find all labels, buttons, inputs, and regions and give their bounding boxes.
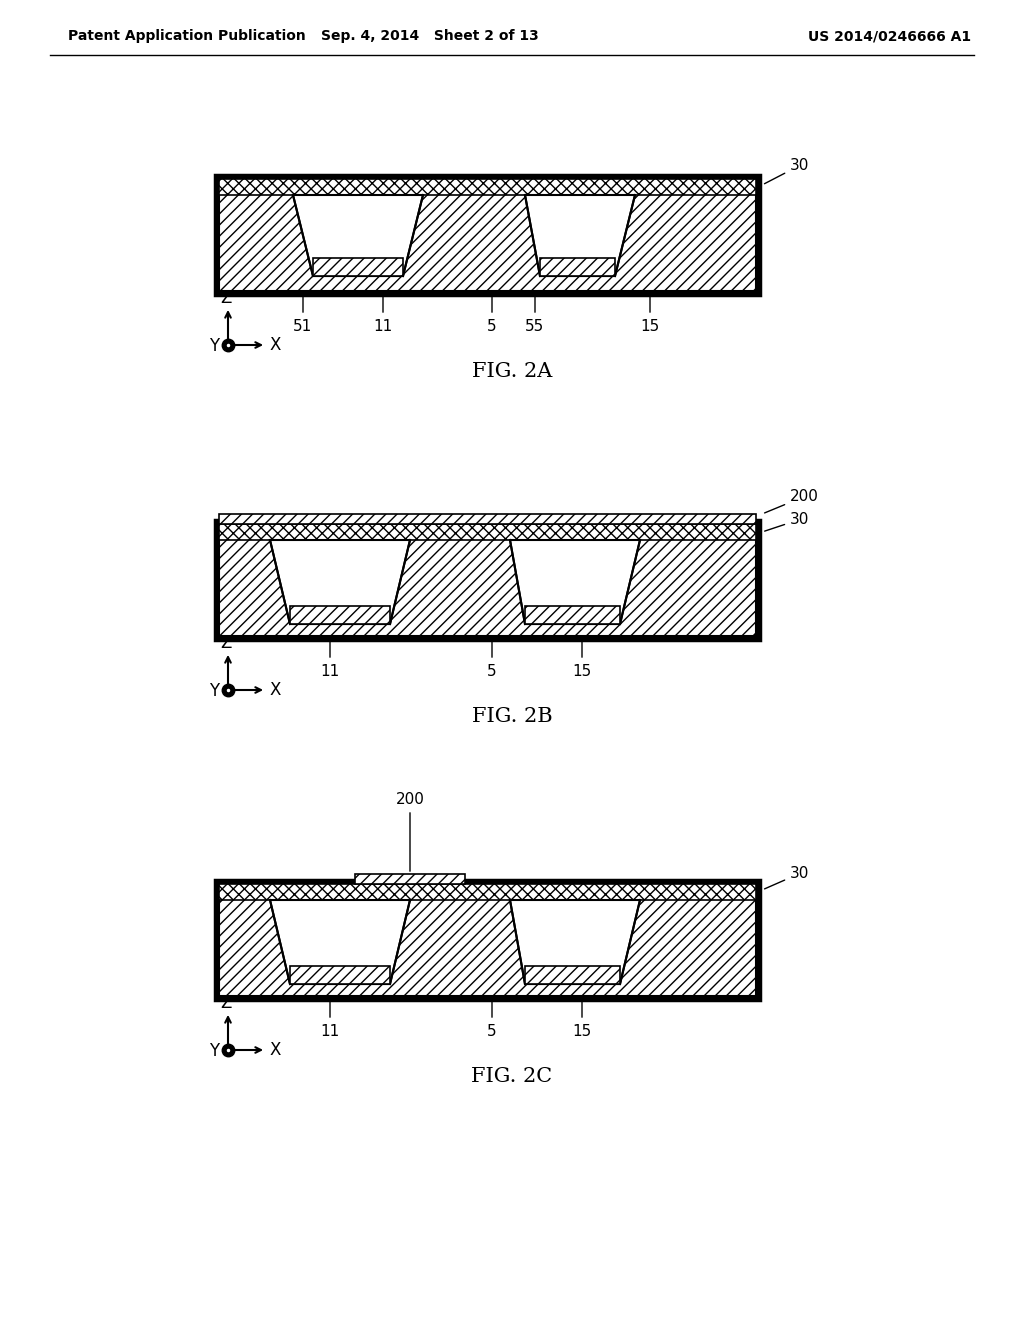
Text: 51: 51 bbox=[293, 319, 312, 334]
Bar bbox=[525, 606, 620, 624]
Text: X: X bbox=[269, 681, 281, 700]
Text: 200: 200 bbox=[765, 488, 819, 513]
Text: Y: Y bbox=[209, 1041, 219, 1060]
Bar bbox=[290, 966, 390, 983]
Bar bbox=[313, 257, 403, 276]
Bar bbox=[219, 180, 756, 195]
Polygon shape bbox=[293, 195, 423, 276]
Text: 5: 5 bbox=[487, 1024, 497, 1039]
Text: 11: 11 bbox=[321, 1024, 340, 1039]
Polygon shape bbox=[525, 195, 635, 276]
Bar bbox=[355, 874, 465, 884]
Polygon shape bbox=[510, 900, 640, 983]
Text: 11: 11 bbox=[374, 319, 392, 334]
Text: 15: 15 bbox=[572, 664, 592, 678]
Bar bbox=[219, 513, 756, 524]
Text: 55: 55 bbox=[525, 319, 545, 334]
Text: Sep. 4, 2014   Sheet 2 of 13: Sep. 4, 2014 Sheet 2 of 13 bbox=[322, 29, 539, 44]
Polygon shape bbox=[270, 540, 410, 624]
Text: FIG. 2A: FIG. 2A bbox=[472, 362, 552, 381]
Text: X: X bbox=[269, 337, 281, 354]
Text: US 2014/0246666 A1: US 2014/0246666 A1 bbox=[808, 29, 972, 44]
Text: 30: 30 bbox=[765, 158, 809, 183]
Polygon shape bbox=[270, 900, 410, 983]
Text: 15: 15 bbox=[572, 1024, 592, 1039]
Polygon shape bbox=[510, 540, 640, 624]
Text: Y: Y bbox=[209, 337, 219, 355]
Bar bbox=[525, 966, 620, 983]
Text: Z: Z bbox=[220, 634, 231, 652]
Bar bbox=[219, 524, 756, 540]
Text: FIG. 2B: FIG. 2B bbox=[472, 708, 552, 726]
Text: Z: Z bbox=[220, 994, 231, 1012]
Bar bbox=[219, 524, 756, 636]
Text: 15: 15 bbox=[640, 319, 659, 334]
Bar bbox=[215, 880, 760, 1001]
Text: Y: Y bbox=[209, 682, 219, 700]
Bar bbox=[215, 520, 760, 640]
Text: 5: 5 bbox=[487, 319, 497, 334]
Bar bbox=[219, 180, 756, 290]
Text: 200: 200 bbox=[395, 792, 424, 807]
Text: X: X bbox=[269, 1041, 281, 1059]
Bar bbox=[215, 176, 760, 294]
Bar bbox=[540, 257, 615, 276]
Text: 11: 11 bbox=[321, 664, 340, 678]
Text: 30: 30 bbox=[765, 512, 809, 531]
Text: FIG. 2C: FIG. 2C bbox=[471, 1067, 553, 1086]
Text: Z: Z bbox=[220, 289, 231, 308]
Text: 30: 30 bbox=[765, 866, 809, 888]
Bar bbox=[219, 884, 756, 900]
Bar bbox=[290, 606, 390, 624]
Text: 5: 5 bbox=[487, 664, 497, 678]
Text: Patent Application Publication: Patent Application Publication bbox=[68, 29, 306, 44]
Bar bbox=[219, 884, 756, 997]
